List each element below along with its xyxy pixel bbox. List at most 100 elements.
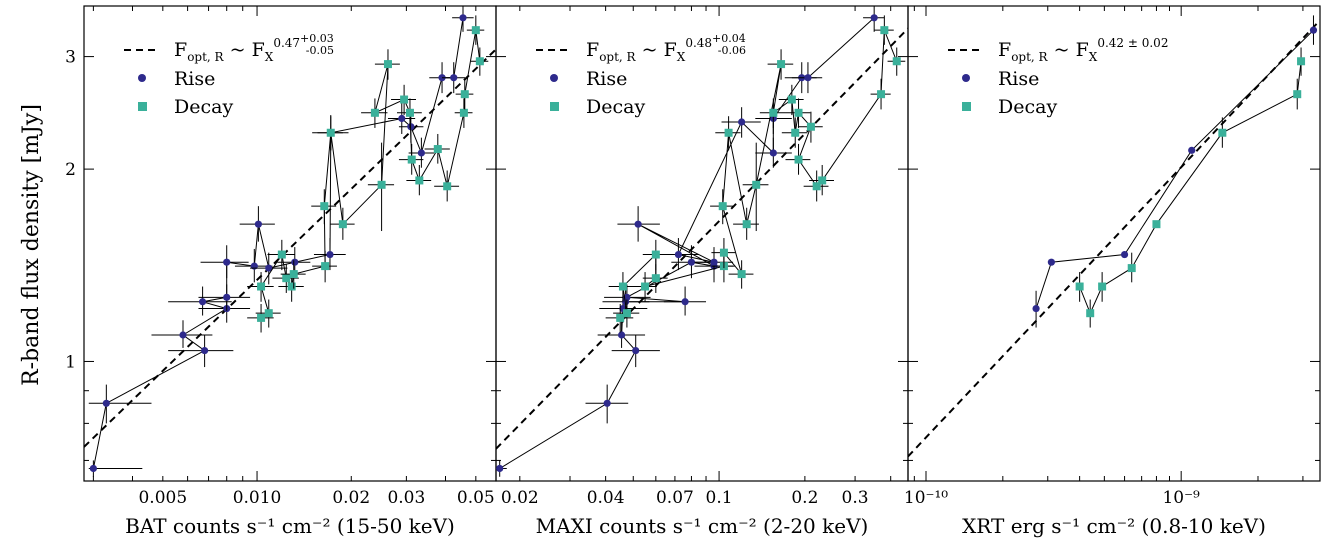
decay-point	[719, 248, 728, 257]
x-tick-label: 0.04	[587, 488, 625, 508]
x-tick-label: 0.010	[233, 488, 282, 508]
rise-point	[254, 220, 262, 228]
rise-series	[1032, 15, 1318, 328]
decay-point	[400, 95, 409, 104]
decay-point	[338, 220, 347, 229]
rise-point	[496, 464, 504, 473]
x-tick-label: 0.1	[706, 488, 733, 508]
rise-point	[674, 250, 682, 259]
rise-point	[1032, 304, 1040, 313]
legend-decay-label: Decay	[586, 96, 645, 118]
rise-point	[870, 14, 878, 22]
rise-point	[603, 399, 611, 407]
legend: Fopt, R ~ FX0.47+0.03 -0.05 Rise Decay	[124, 32, 334, 118]
decay-point	[321, 262, 330, 271]
plot-frame	[907, 5, 1321, 482]
rise-point	[223, 258, 231, 266]
legend-fit-label: Fopt, R ~ FX0.42 ± 0.02	[998, 36, 1168, 64]
decay-point	[616, 313, 625, 322]
decay-point	[377, 180, 386, 189]
decay-point	[641, 282, 650, 291]
rise-point	[223, 293, 231, 301]
fit-line	[908, 19, 1320, 458]
decay-point	[877, 90, 886, 99]
x-tick-label: 10⁻¹⁰	[904, 488, 948, 508]
decay-point	[622, 309, 631, 318]
legend-decay-label: Decay	[998, 96, 1057, 118]
decay-point	[383, 60, 392, 69]
rise-point	[769, 149, 777, 157]
decay-point	[320, 202, 329, 211]
decay-point	[1293, 90, 1302, 99]
x-tick-label: 0.03	[387, 488, 425, 508]
rise-point	[450, 74, 458, 82]
rise-point	[326, 250, 334, 259]
decay-point	[1086, 309, 1095, 318]
decay-point	[777, 60, 786, 69]
decay-point	[264, 309, 273, 318]
x-tick-label: 10⁻⁹	[1162, 488, 1200, 508]
fit-line	[496, 27, 908, 450]
x-tick-label: 0.07	[656, 488, 694, 508]
rise-point	[804, 74, 812, 82]
legend: Fopt, R ~ FX0.48+0.04 -0.06 Rise Decay	[536, 32, 746, 118]
decay-point	[812, 182, 821, 191]
rise-path	[499, 17, 875, 469]
decay-point	[1098, 282, 1107, 291]
decay-point	[257, 282, 266, 291]
decay-point	[1297, 57, 1306, 66]
decay-point	[433, 145, 442, 154]
rise-point	[417, 149, 425, 157]
legend-rise-marker	[550, 74, 558, 82]
rise-point	[681, 298, 689, 306]
x-axis-label: XRT erg s⁻¹ cm⁻² (0.8-10 keV)	[962, 514, 1266, 538]
rise-path	[92, 17, 464, 469]
rise-point	[250, 262, 258, 270]
legend-rise-label: Rise	[586, 68, 627, 90]
rise-point	[617, 331, 626, 339]
legend-fit-label: Fopt, R ~ FX0.47+0.03 -0.05	[174, 32, 334, 64]
decay-path	[1079, 61, 1302, 315]
decay-point	[405, 108, 414, 117]
y-axis-label: R-band flux density [mJy]	[19, 104, 44, 386]
y-tick-label: 3	[65, 48, 76, 68]
decay-point	[742, 220, 751, 229]
decay-point	[459, 108, 468, 117]
rise-point	[632, 346, 640, 355]
decay-point	[1075, 282, 1084, 291]
panel-xrt: 10⁻¹⁰ 10⁻⁹ XRT erg s⁻¹ cm⁻² (0.8-10 keV) Fo…	[904, 5, 1321, 538]
decay-point	[415, 176, 424, 185]
rise-point	[102, 399, 110, 407]
decay-point	[618, 282, 627, 291]
rise-point	[1188, 146, 1196, 154]
decay-point	[460, 90, 469, 99]
rise-point	[459, 14, 467, 22]
rise-point	[1120, 250, 1129, 259]
decay-point	[1218, 128, 1227, 137]
decay-point	[724, 128, 733, 137]
decay-point	[407, 155, 416, 164]
x-tick-label: 0.3	[842, 488, 869, 508]
decay-point	[794, 108, 803, 117]
x-tick-label: 0.02	[501, 488, 539, 508]
legend-decay-label: Decay	[174, 96, 233, 118]
decay-point	[806, 122, 815, 131]
rise-point	[738, 118, 746, 126]
decay-point	[718, 202, 727, 211]
decay-point	[443, 182, 452, 191]
rise-point	[1309, 26, 1318, 34]
decay-point	[277, 250, 286, 259]
legend-fit-label: Fopt, R ~ FX0.48+0.04 -0.06	[586, 32, 746, 64]
decay-point	[651, 274, 660, 283]
decay-point	[752, 180, 761, 189]
decay-point	[475, 57, 484, 66]
rise-point	[89, 464, 97, 473]
decay-point	[651, 250, 660, 259]
decay-point	[737, 270, 746, 279]
decay-point	[1127, 264, 1136, 273]
y-tick-label: 2	[65, 160, 76, 180]
rise-point	[687, 258, 696, 266]
